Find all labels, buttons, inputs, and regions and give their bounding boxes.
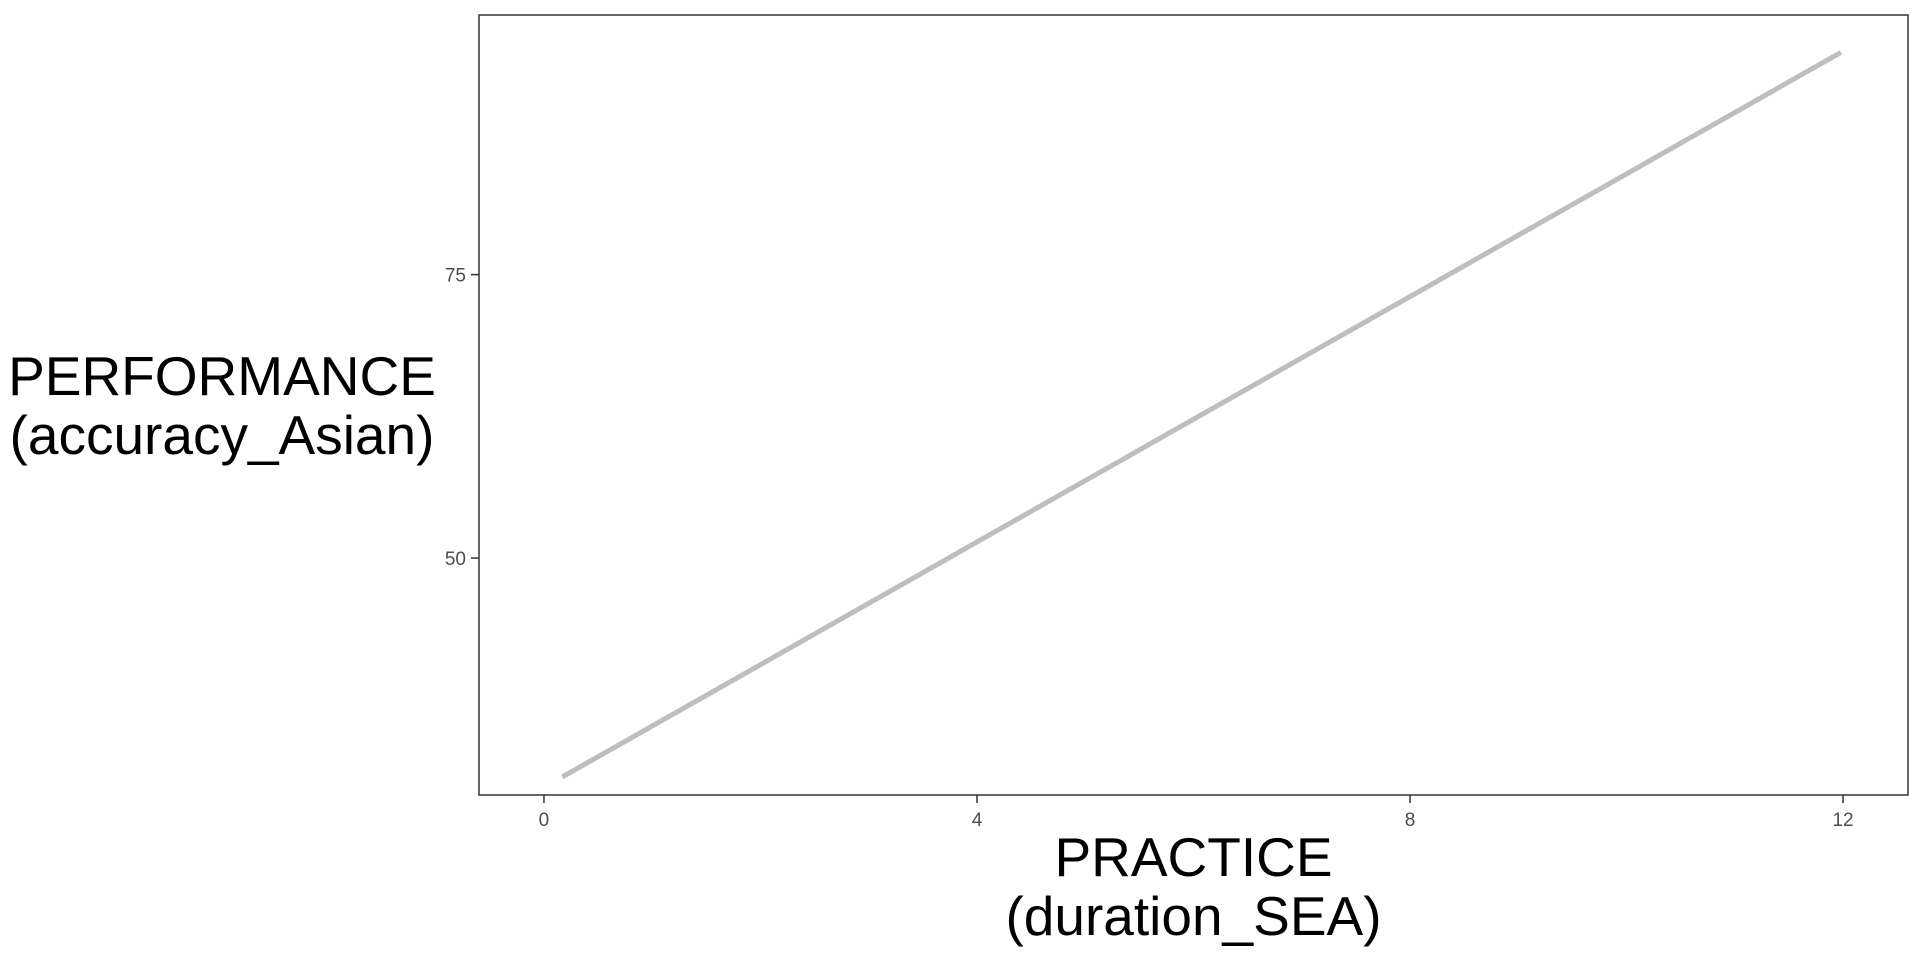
x-tick-label: 12 [1832, 810, 1853, 831]
y-tick-label: 75 [445, 266, 466, 287]
plot-area [561, 50, 1843, 780]
x-tick-label: 4 [972, 810, 983, 831]
panel-border [478, 14, 1909, 796]
y-tick-label: 50 [445, 549, 466, 570]
series-line [561, 50, 1843, 780]
x-tick-label: 0 [539, 810, 550, 831]
y-axis-title-line-1: PERFORMANCE [8, 345, 436, 407]
x-axis: 0 4 8 12 [539, 795, 1854, 831]
x-axis-title-line-2: (duration_SEA) [1005, 885, 1381, 947]
y-axis-title-line-2: (accuracy_Asian) [10, 404, 435, 466]
x-tick-label: 8 [1405, 810, 1416, 831]
x-axis-title-line-1: PRACTICE [1054, 826, 1332, 888]
y-axis: 50 75 [445, 266, 479, 570]
